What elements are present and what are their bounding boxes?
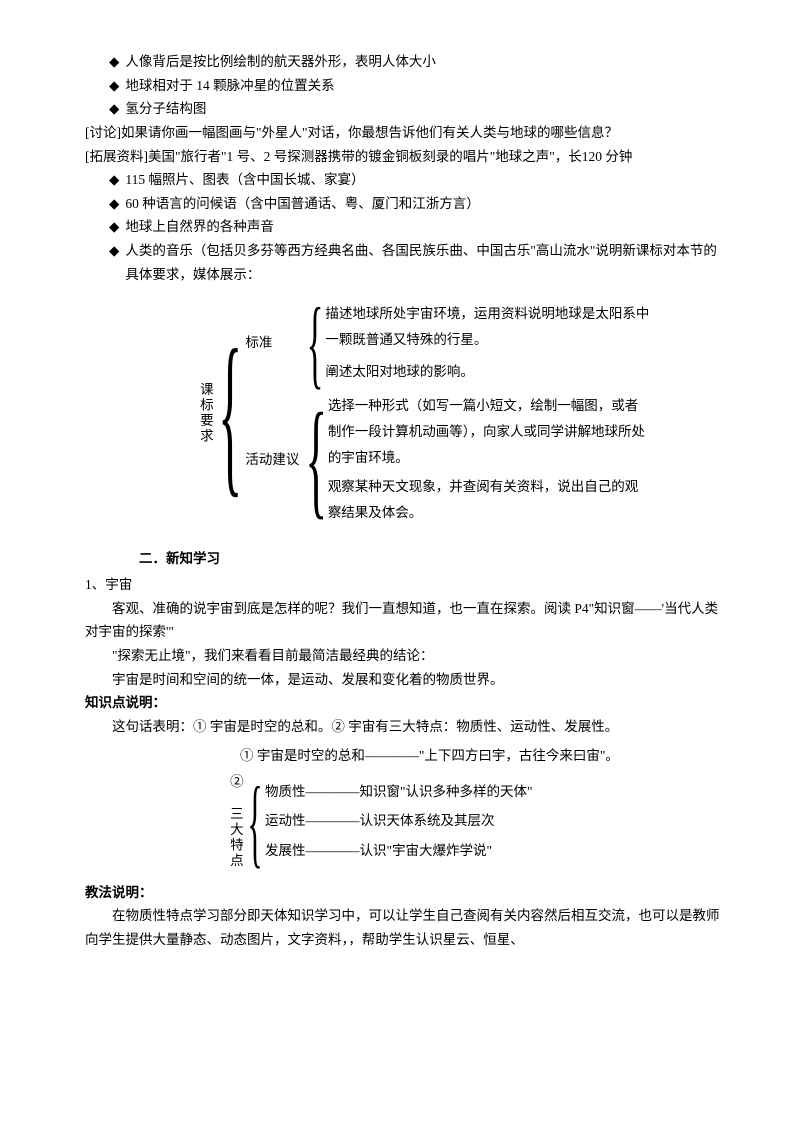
branch-label-activity: 活动建议 (245, 448, 305, 472)
leaf-text: 观察某种天文现象，并查阅有关资料，说出自己的观察结果及体会。 (328, 474, 648, 525)
list-text: 115 幅照片、图表（含中国长城、家宴） (125, 168, 364, 192)
list-text: 地球相对于 14 颗脉冲星的位置关系 (125, 74, 334, 98)
section-heading: 二．新知学习 (139, 547, 730, 571)
body-text: 宇宙是时间和空间的统一体，是运动、发展和变化着的物质世界。 (85, 668, 730, 692)
leaf-text: 发展性————认识"宇宙大爆炸学说" (265, 836, 533, 866)
brace-root: { (245, 779, 265, 864)
teaching-method-label: 教法说明： (85, 881, 730, 905)
leaf-column: 物质性————知识窗"认识多种多样的天体" 运动性————认识天体系统及其层次 … (265, 777, 533, 866)
list-item: ◆ 人像背后是按比例绘制的航天器外形，表明人体大小 (109, 50, 730, 74)
brace-icon: { (306, 404, 328, 515)
page: ◆ 人像背后是按比例绘制的航天器外形，表明人体大小 ◆ 地球相对于 14 颗脉冲… (0, 0, 800, 991)
diamond-icon: ◆ (109, 97, 119, 121)
diamond-icon: ◆ (109, 192, 119, 216)
diamond-icon: ◆ (109, 50, 119, 74)
list-text: 氢分子结构图 (125, 97, 206, 121)
leaf-column: 选择一种形式（如写一篇小短文，绘制一幅图，或者制作一段计算机动画等），向家人或同… (328, 393, 648, 525)
leaf-text: 选择一种形式（如写一篇小短文，绘制一幅图，或者制作一段计算机动画等），向家人或同… (328, 393, 648, 470)
leaf-text: 物质性————知识窗"认识多种多样的天体" (265, 777, 533, 807)
list-text: 人像背后是按比例绘制的航天器外形，表明人体大小 (125, 50, 436, 74)
list-item: ◆ 氢分子结构图 (109, 97, 730, 121)
three-traits-diagram: ② 三大特点 { 物质性————知识窗"认识多种多样的天体" 运动性————认识… (85, 774, 730, 869)
bullet-list-1: ◆ 人像背后是按比例绘制的航天器外形，表明人体大小 ◆ 地球相对于 14 颗脉冲… (109, 50, 730, 121)
brace-icon: { (218, 336, 242, 489)
curriculum-diagram: 课标要求 { 标准 { 描述地球所处宇宙环境，运用资料说明地球是太阳系中一颗既普… (85, 300, 730, 525)
knowledge-point-label: 知识点说明： (85, 691, 730, 715)
expand-info: [拓展资料]美国"旅行者"1 号、2 号探测器携带的镀金铜板刻录的唱片"地球之声… (85, 145, 730, 169)
diamond-icon: ◆ (109, 74, 119, 98)
summary-line-1: ① 宇宙是时空的总和————"上下四方曰宇，古往今来曰宙"。 (240, 744, 730, 768)
branch-column: 标准 { 描述地球所处宇宙环境，运用资料说明地球是太阳系中一颗既普通又特殊的行星… (245, 300, 655, 525)
diagram-root-label: ② 三大特点 (223, 774, 247, 869)
brace-root: { (215, 300, 245, 525)
list-text: 60 种语言的问候语（含中国普通话、粤、厦门和江浙方言） (125, 192, 479, 216)
branch-row-standard: 标准 { 描述地球所处宇宙环境，运用资料说明地球是太阳系中一颗既普通又特殊的行星… (245, 300, 655, 385)
body-text: 客观、准确的说宇宙到底是怎样的呢？我们一直想知道，也一直在探索。阅读 P4"知识… (85, 597, 730, 644)
list-item: ◆ 60 种语言的问候语（含中国普通话、粤、厦门和江浙方言） (109, 192, 730, 216)
list-item: ◆ 115 幅照片、图表（含中国长城、家宴） (109, 168, 730, 192)
diagram-root-label: 课标要求 (193, 382, 217, 444)
branch-row-activity: 活动建议 { 选择一种形式（如写一篇小短文，绘制一幅图，或者制作一段计算机动画等… (245, 393, 655, 525)
leaf-column: 描述地球所处宇宙环境，运用资料说明地球是太阳系中一颗既普通又特殊的行星。 阐述太… (325, 301, 655, 384)
leaf-text: 阐述太阳对地球的影响。 (325, 359, 655, 385)
list-item: ◆ 地球上自然界的各种声音 (109, 215, 730, 239)
bullet-list-2: ◆ 115 幅照片、图表（含中国长城、家宴） ◆ 60 种语言的问候语（含中国普… (109, 168, 730, 286)
discussion-prompt: [讨论]如果请你画一幅图画与"外星人"对话，你最想告诉他们有关人类与地球的哪些信… (85, 121, 730, 145)
diagram-root-label-wrap: 课标要求 (195, 300, 215, 525)
diagram-root-label-wrap: ② 三大特点 (225, 774, 245, 869)
branch-label-standard: 标准 (245, 331, 305, 355)
diamond-icon: ◆ (109, 239, 119, 286)
body-text: "探索无止境"，我们来看看目前最简洁最经典的结论： (85, 644, 730, 668)
brace-icon: { (247, 779, 262, 864)
list-item: ◆ 人类的音乐（包括贝多芬等西方经典名曲、各国民族乐曲、中国古乐"高山流水"说明… (109, 239, 730, 286)
diamond-icon: ◆ (109, 168, 119, 192)
list-item: ◆ 地球相对于 14 颗脉冲星的位置关系 (109, 74, 730, 98)
brace-icon: { (307, 300, 324, 385)
diamond-icon: ◆ (109, 215, 119, 239)
body-text: 这句话表明：① 宇宙是时空的总和。② 宇宙有三大特点：物质性、运动性、发展性。 (85, 715, 730, 739)
body-text: 在物质性特点学习部分即天体知识学习中，可以让学生自己查阅有关内容然后相互交流，也… (85, 904, 730, 951)
subheading-universe: 1、宇宙 (85, 573, 730, 597)
list-text: 地球上自然界的各种声音 (125, 215, 274, 239)
list-text: 人类的音乐（包括贝多芬等西方经典名曲、各国民族乐曲、中国古乐"高山流水"说明新课… (125, 239, 730, 286)
leaf-text: 描述地球所处宇宙环境，运用资料说明地球是太阳系中一颗既普通又特殊的行星。 (325, 301, 655, 352)
leaf-text: 运动性————认识天体系统及其层次 (265, 806, 533, 836)
